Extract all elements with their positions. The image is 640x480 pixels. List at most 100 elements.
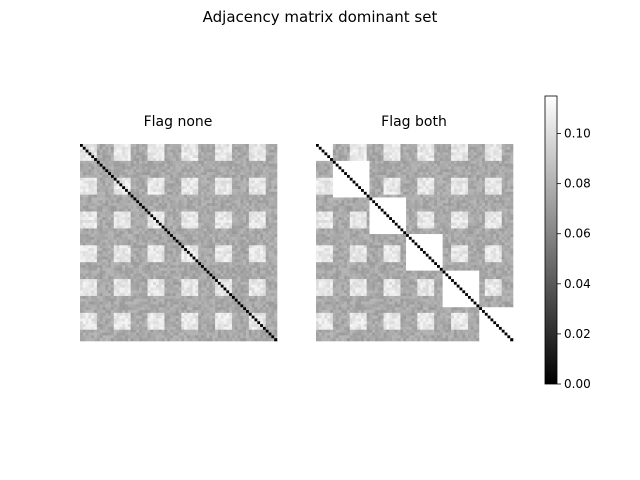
heatmap-cell bbox=[99, 324, 103, 328]
heatmap-cell bbox=[113, 177, 117, 181]
heatmap-cell bbox=[116, 231, 120, 235]
heatmap-cell bbox=[226, 191, 230, 195]
heatmap-cell bbox=[139, 208, 143, 212]
heatmap-cell bbox=[85, 214, 89, 218]
heatmap-cell bbox=[262, 146, 267, 150]
heatmap-cell bbox=[223, 169, 227, 173]
heatmap-cell bbox=[203, 293, 207, 297]
heatmap-cell bbox=[220, 338, 224, 342]
heatmap-cell bbox=[102, 158, 106, 162]
heatmap-cell bbox=[243, 267, 247, 271]
heatmap-cell bbox=[119, 219, 123, 224]
heatmap-cell bbox=[99, 219, 103, 224]
heatmap-cell bbox=[147, 214, 151, 218]
heatmap-cell bbox=[257, 253, 261, 257]
heatmap-cell bbox=[116, 310, 120, 314]
heatmap-cell bbox=[155, 231, 160, 235]
heatmap-cell bbox=[274, 293, 278, 297]
heatmap-cell bbox=[192, 250, 196, 255]
heatmap-cell bbox=[113, 276, 117, 280]
heatmap-cell bbox=[229, 301, 233, 305]
heatmap-cell bbox=[113, 279, 117, 283]
heatmap-cell bbox=[229, 177, 233, 181]
heatmap-cell bbox=[139, 324, 143, 328]
heatmap-cell bbox=[209, 318, 213, 322]
heatmap-cell bbox=[260, 155, 264, 159]
heatmap-cell bbox=[251, 301, 255, 305]
heatmap-cell bbox=[91, 298, 95, 302]
heatmap-cell bbox=[189, 163, 193, 167]
heatmap-cell bbox=[119, 155, 123, 159]
heatmap-cell bbox=[271, 273, 275, 277]
heatmap-cell bbox=[161, 332, 165, 336]
heatmap-cell bbox=[274, 211, 278, 215]
heatmap-cell bbox=[147, 245, 151, 249]
heatmap-cell bbox=[94, 155, 98, 159]
heatmap-cell bbox=[203, 250, 207, 255]
heatmap-cell bbox=[139, 169, 143, 173]
heatmap-cell bbox=[99, 248, 103, 252]
heatmap-cell bbox=[161, 284, 165, 288]
heatmap-cell bbox=[125, 234, 129, 238]
heatmap-cell bbox=[125, 273, 129, 277]
heatmap-cell bbox=[262, 287, 267, 291]
heatmap-cell bbox=[226, 332, 230, 336]
heatmap-cell bbox=[248, 186, 252, 190]
heatmap-cell bbox=[85, 256, 89, 260]
heatmap-cell bbox=[246, 284, 250, 288]
heatmap-cell bbox=[113, 217, 117, 221]
heatmap-cell bbox=[361, 144, 365, 148]
heatmap-cell bbox=[150, 256, 154, 260]
heatmap-cell bbox=[130, 298, 134, 302]
heatmap-cell bbox=[80, 222, 84, 226]
heatmap-cell bbox=[141, 329, 146, 333]
heatmap-cell bbox=[234, 273, 238, 277]
heatmap-cell bbox=[150, 191, 154, 195]
heatmap-cell bbox=[231, 222, 236, 226]
heatmap-cell bbox=[203, 172, 207, 176]
heatmap-cell bbox=[141, 152, 146, 156]
heatmap-cell bbox=[170, 301, 174, 305]
heatmap-cell bbox=[116, 335, 120, 339]
heatmap-cell bbox=[184, 287, 188, 291]
heatmap-cell bbox=[201, 186, 205, 190]
heatmap-cell bbox=[203, 301, 207, 305]
heatmap-cell bbox=[254, 144, 258, 148]
heatmap-cell bbox=[127, 163, 131, 167]
heatmap-cell bbox=[181, 298, 185, 302]
heatmap-cell bbox=[164, 200, 168, 204]
heatmap-cell bbox=[88, 242, 92, 246]
heatmap-cell bbox=[223, 191, 227, 195]
heatmap-cell bbox=[192, 208, 196, 212]
heatmap-cell bbox=[178, 174, 182, 179]
heatmap-cell bbox=[153, 163, 157, 167]
heatmap-cell bbox=[164, 321, 168, 325]
heatmap-cell bbox=[246, 177, 250, 181]
heatmap-cell bbox=[99, 301, 103, 305]
heatmap-cell bbox=[248, 234, 252, 238]
heatmap-cell bbox=[189, 234, 193, 238]
heatmap-cell bbox=[243, 290, 247, 294]
heatmap-cell bbox=[125, 270, 129, 274]
heatmap-cell bbox=[155, 248, 160, 252]
heatmap-cell bbox=[268, 332, 272, 336]
heatmap-cell bbox=[85, 262, 89, 266]
heatmap-cell bbox=[268, 304, 272, 308]
heatmap-cell bbox=[139, 174, 143, 179]
heatmap-cell bbox=[147, 293, 151, 297]
heatmap-cell bbox=[260, 197, 264, 201]
heatmap-cell bbox=[175, 234, 179, 238]
heatmap-cell bbox=[217, 267, 222, 271]
heatmap-cell bbox=[181, 214, 185, 218]
heatmap-cell bbox=[257, 152, 261, 156]
heatmap-cell bbox=[237, 242, 241, 246]
heatmap-cell bbox=[212, 304, 216, 308]
heatmap-cell bbox=[150, 304, 154, 308]
heatmap-cell bbox=[127, 265, 131, 269]
heatmap-cell bbox=[172, 326, 176, 331]
heatmap-cell bbox=[195, 144, 199, 148]
heatmap-cell bbox=[271, 236, 275, 240]
heatmap-cell bbox=[231, 208, 236, 212]
heatmap-cell bbox=[102, 239, 106, 243]
heatmap-cell bbox=[147, 194, 151, 198]
